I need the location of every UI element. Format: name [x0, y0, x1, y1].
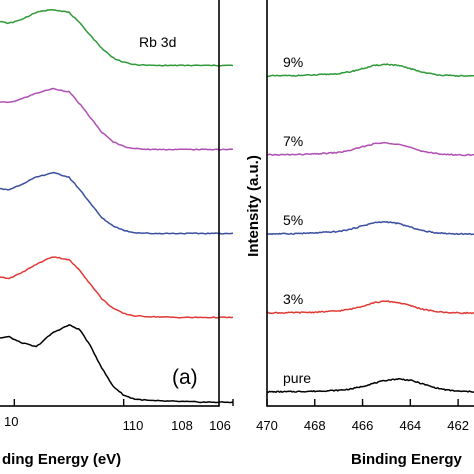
left-tick-label-106: 106	[209, 418, 231, 433]
spectrum-right-1	[266, 300, 474, 315]
series-label-1: 3%	[283, 291, 303, 307]
panel-b-intensity: Intensity (a.u.) 470 468 466 464 462 pure 3% 5…	[245, 0, 474, 468]
right-tick-label-466: 466	[352, 418, 374, 433]
spectrum-right-3	[267, 141, 474, 157]
spectrum-left-4	[0, 8, 234, 67]
right-tick-label-464: 464	[399, 418, 421, 433]
right-plot-frame	[266, 0, 474, 407]
spectrum-right-2	[266, 220, 474, 236]
series-label-4: 9%	[283, 54, 303, 70]
spectrum-right-4	[266, 63, 474, 78]
spectrum-left-3	[0, 87, 234, 151]
right-tick-label-470: 470	[256, 418, 278, 433]
series-label-0: pure	[283, 370, 311, 386]
left-tick-label-108: 108	[171, 418, 193, 433]
spectrum-left-0	[0, 324, 234, 404]
panel-label-a: (a)	[172, 366, 198, 389]
left-x-ticks: 110 108 106	[13, 399, 234, 433]
left-plot-frame	[0, 0, 220, 407]
spectrum-left-2	[0, 171, 234, 235]
right-tick-label-462: 462	[447, 418, 469, 433]
left-x-axis-title: ding Energy (eV)	[2, 451, 121, 468]
left-tick-label-partial: 10	[4, 414, 18, 429]
panel-a-rb3d: 110 108 106 Rb 3d (a) 10 ding Energy (eV)	[0, 0, 234, 468]
spectrum-left-1	[0, 256, 234, 319]
right-series-labels: pure 3% 5% 7% 9%	[283, 54, 311, 386]
right-y-axis-title: Intensity (a.u.)	[245, 155, 262, 257]
series-label-2: 5%	[283, 212, 303, 228]
rb3d-annotation: Rb 3d	[139, 34, 176, 50]
right-spectra	[266, 63, 474, 394]
right-tick-label-468: 468	[304, 418, 326, 433]
right-x-axis-title: Binding Energy	[351, 451, 462, 468]
left-spectra	[0, 8, 234, 404]
left-tick-label-110: 110	[123, 418, 144, 433]
right-x-ticks: 470 468 466 464 462	[256, 399, 469, 433]
series-label-3: 7%	[283, 133, 303, 149]
spectrum-right-0	[267, 377, 474, 394]
